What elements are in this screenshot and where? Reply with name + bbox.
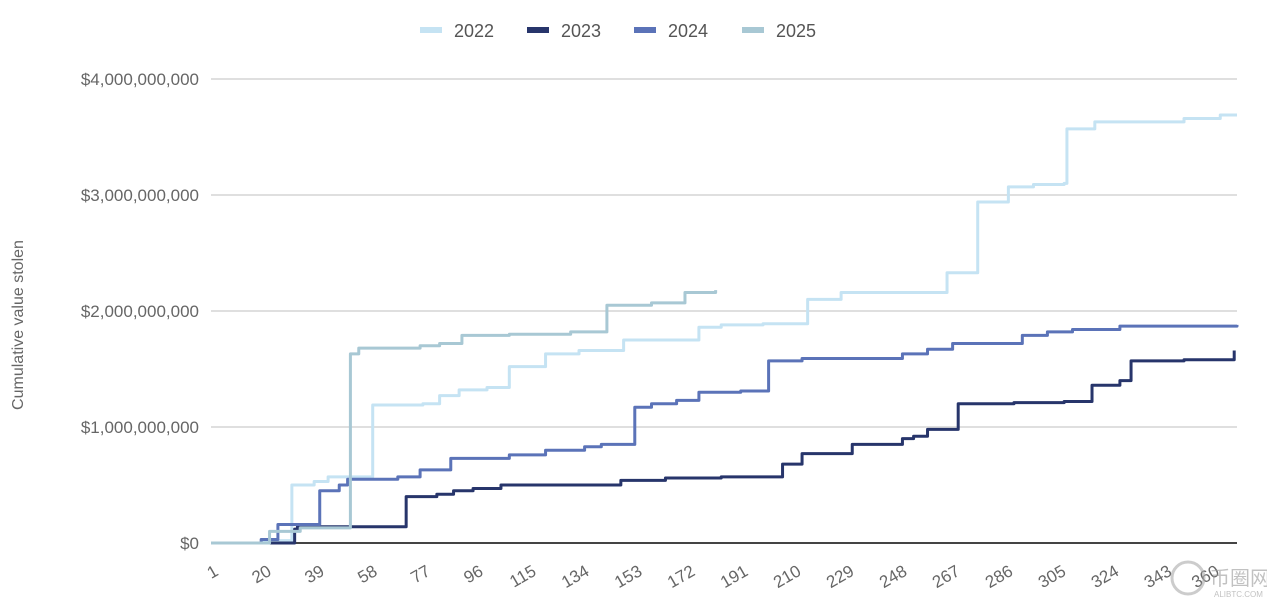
x-tick-label: 20 [249, 561, 275, 587]
x-tick-label: 229 [823, 561, 857, 592]
legend: 2022 2023 2024 2025 [420, 21, 816, 41]
watermark-text: 币圈网 [1210, 567, 1267, 590]
x-axis-ticks: 1 20 39 58 77 96 115 134 153 172 191 210 229 248 267 28… [204, 561, 1223, 592]
x-tick-label: 210 [770, 561, 804, 592]
series-line-2022 [211, 113, 1237, 545]
x-tick-label: 172 [664, 561, 698, 592]
legend-swatch-2024 [634, 27, 656, 33]
gridlines [211, 78, 1237, 544]
y-tick-label: $1,000,000,000 [81, 418, 199, 437]
legend-swatch-2022 [420, 27, 442, 33]
watermark-sub: ALIBTC.COM [1214, 590, 1263, 599]
legend-label: 2023 [561, 21, 601, 41]
x-tick-label: 305 [1035, 561, 1069, 592]
watermark-logo: 币圈网 ALIBTC.COM [1170, 560, 1267, 599]
legend-label: 2025 [776, 21, 816, 41]
x-tick-label: 77 [408, 561, 434, 587]
legend-swatch-2023 [527, 27, 549, 33]
series-line-2024 [211, 324, 1239, 545]
x-tick-label: 39 [302, 561, 328, 587]
series-line-2025 [211, 290, 718, 545]
y-tick-label: $2,000,000,000 [81, 302, 199, 321]
x-tick-label: 153 [611, 561, 645, 592]
x-tick-label: 343 [1141, 561, 1175, 592]
series-lines [211, 113, 1239, 545]
x-tick-label: 324 [1088, 561, 1122, 592]
x-tick-label: 58 [355, 561, 381, 587]
x-tick-label: 115 [506, 561, 539, 591]
x-tick-label: 191 [717, 561, 751, 592]
legend-label: 2024 [668, 21, 708, 41]
x-tick-label: 96 [460, 561, 486, 587]
y-tick-label: $3,000,000,000 [81, 186, 199, 205]
x-tick-label: 267 [929, 561, 963, 592]
legend-label: 2022 [454, 21, 494, 41]
y-tick-label: $0 [180, 534, 199, 553]
x-tick-label: 1 [204, 561, 222, 582]
x-tick-label: 286 [982, 561, 1016, 592]
y-axis-ticks: $0 $1,000,000,000 $2,000,000,000 $3,000,000… [81, 70, 199, 553]
y-axis-label: Cumulative value stolen [10, 240, 27, 410]
legend-swatch-2025 [742, 27, 764, 33]
x-tick-label: 248 [876, 561, 910, 592]
x-tick-label: 134 [558, 561, 592, 592]
y-tick-label: $4,000,000,000 [81, 70, 199, 89]
series-line-2023 [211, 350, 1236, 545]
